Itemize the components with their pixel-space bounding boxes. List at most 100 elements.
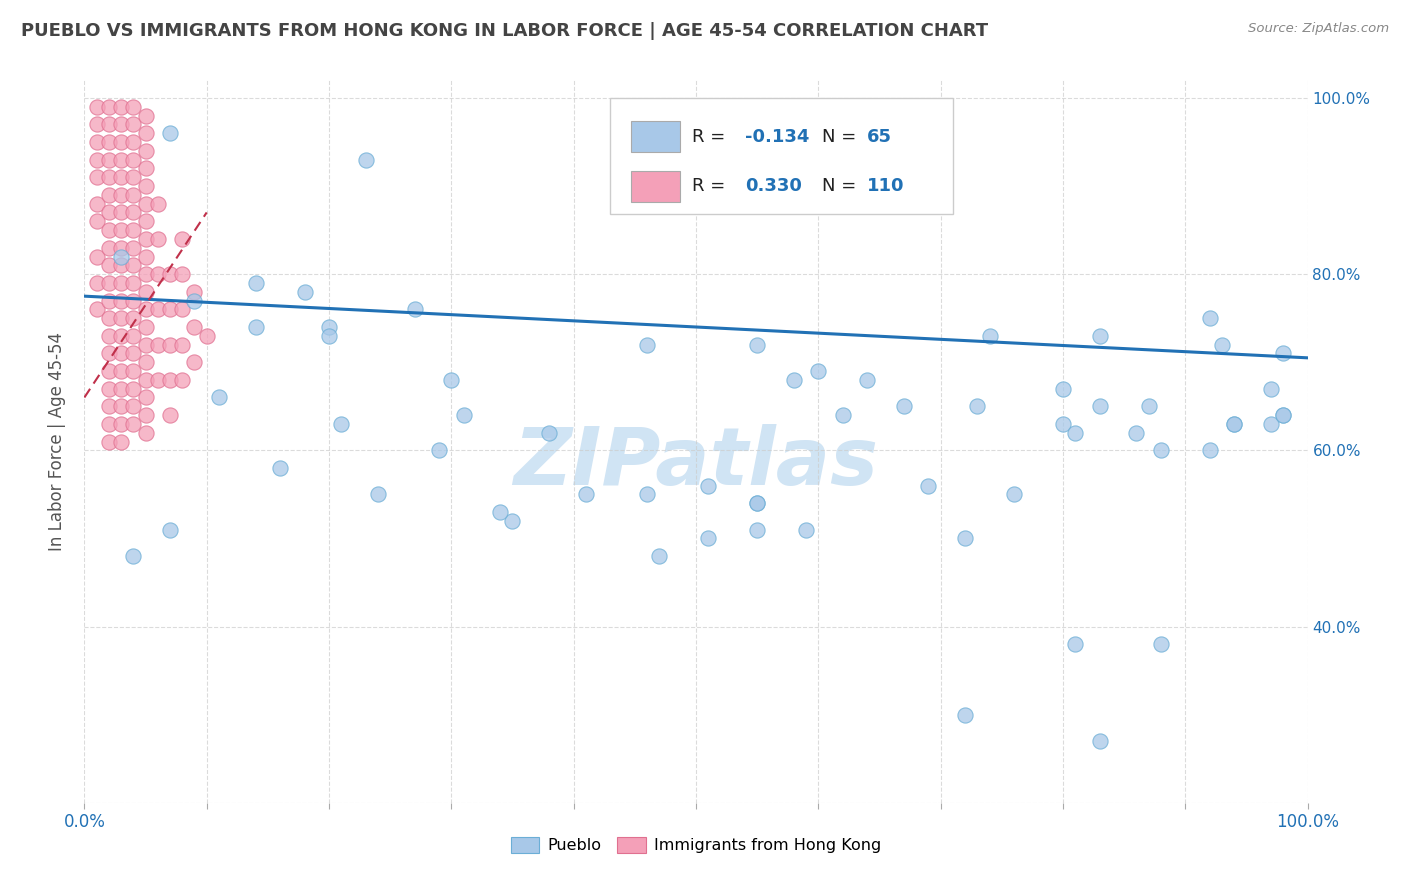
- Point: [97, 417, 120, 431]
- Point: [122, 117, 145, 131]
- Point: [783, 373, 806, 387]
- Text: ZIPatlas: ZIPatlas: [513, 425, 879, 502]
- Point: [172, 267, 194, 281]
- Point: [122, 241, 145, 255]
- Point: [172, 232, 194, 246]
- Point: [1088, 328, 1111, 343]
- Point: [110, 205, 132, 219]
- Point: [122, 100, 145, 114]
- Point: [110, 399, 132, 413]
- Point: [97, 187, 120, 202]
- Point: [97, 364, 120, 378]
- Point: [97, 276, 120, 290]
- Point: [110, 346, 132, 360]
- Point: [97, 434, 120, 449]
- Point: [953, 532, 976, 546]
- Point: [110, 434, 132, 449]
- Point: [636, 487, 658, 501]
- Point: [135, 161, 157, 176]
- Point: [135, 285, 157, 299]
- Point: [135, 214, 157, 228]
- Point: [183, 320, 205, 334]
- Point: [86, 214, 108, 228]
- Point: [110, 276, 132, 290]
- Point: [86, 117, 108, 131]
- Point: [1260, 417, 1282, 431]
- Point: [110, 382, 132, 396]
- Point: [1125, 425, 1147, 440]
- Point: [1272, 408, 1295, 422]
- Point: [86, 302, 108, 317]
- Point: [183, 285, 205, 299]
- Point: [1150, 637, 1173, 651]
- Point: [122, 293, 145, 308]
- Point: [146, 267, 169, 281]
- Point: [856, 373, 879, 387]
- Point: [110, 293, 132, 308]
- Point: [1211, 337, 1233, 351]
- Point: [122, 187, 145, 202]
- Point: [489, 505, 512, 519]
- Point: [159, 126, 181, 140]
- Point: [146, 302, 169, 317]
- Point: [110, 328, 132, 343]
- Point: [86, 250, 108, 264]
- Point: [893, 399, 915, 413]
- Point: [122, 399, 145, 413]
- Point: [122, 328, 145, 343]
- Point: [1272, 346, 1295, 360]
- Point: [135, 320, 157, 334]
- Point: [318, 328, 340, 343]
- Point: [97, 205, 120, 219]
- Point: [159, 523, 181, 537]
- Point: [110, 170, 132, 185]
- Point: [648, 549, 671, 563]
- Point: [747, 523, 769, 537]
- Point: [135, 232, 157, 246]
- Point: [110, 311, 132, 326]
- Point: [427, 443, 450, 458]
- Point: [122, 417, 145, 431]
- Point: [97, 170, 120, 185]
- Point: [97, 117, 120, 131]
- Point: [208, 391, 231, 405]
- Point: [1150, 443, 1173, 458]
- Point: [110, 153, 132, 167]
- Point: [135, 144, 157, 158]
- Point: [122, 311, 145, 326]
- Point: [86, 170, 108, 185]
- Point: [747, 337, 769, 351]
- Point: [135, 196, 157, 211]
- Point: [1088, 399, 1111, 413]
- Point: [966, 399, 988, 413]
- Point: [135, 302, 157, 317]
- Point: [110, 417, 132, 431]
- Point: [1064, 425, 1087, 440]
- Point: [122, 346, 145, 360]
- Point: [1223, 417, 1246, 431]
- Point: [135, 408, 157, 422]
- Point: [146, 337, 169, 351]
- Point: [146, 196, 169, 211]
- Point: [122, 153, 145, 167]
- Point: [97, 399, 120, 413]
- Point: [404, 302, 426, 317]
- Point: [135, 355, 157, 369]
- Point: [86, 276, 108, 290]
- Point: [269, 461, 291, 475]
- Point: [1198, 311, 1220, 326]
- Point: [122, 549, 145, 563]
- Point: [135, 109, 157, 123]
- Text: PUEBLO VS IMMIGRANTS FROM HONG KONG IN LABOR FORCE | AGE 45-54 CORRELATION CHART: PUEBLO VS IMMIGRANTS FROM HONG KONG IN L…: [21, 22, 988, 40]
- Point: [807, 364, 830, 378]
- Point: [97, 328, 120, 343]
- Point: [575, 487, 598, 501]
- Point: [1064, 637, 1087, 651]
- Point: [135, 337, 157, 351]
- Point: [135, 373, 157, 387]
- Point: [183, 355, 205, 369]
- Point: [110, 100, 132, 114]
- Point: [245, 320, 267, 334]
- Text: N =: N =: [823, 128, 862, 145]
- Point: [172, 302, 194, 317]
